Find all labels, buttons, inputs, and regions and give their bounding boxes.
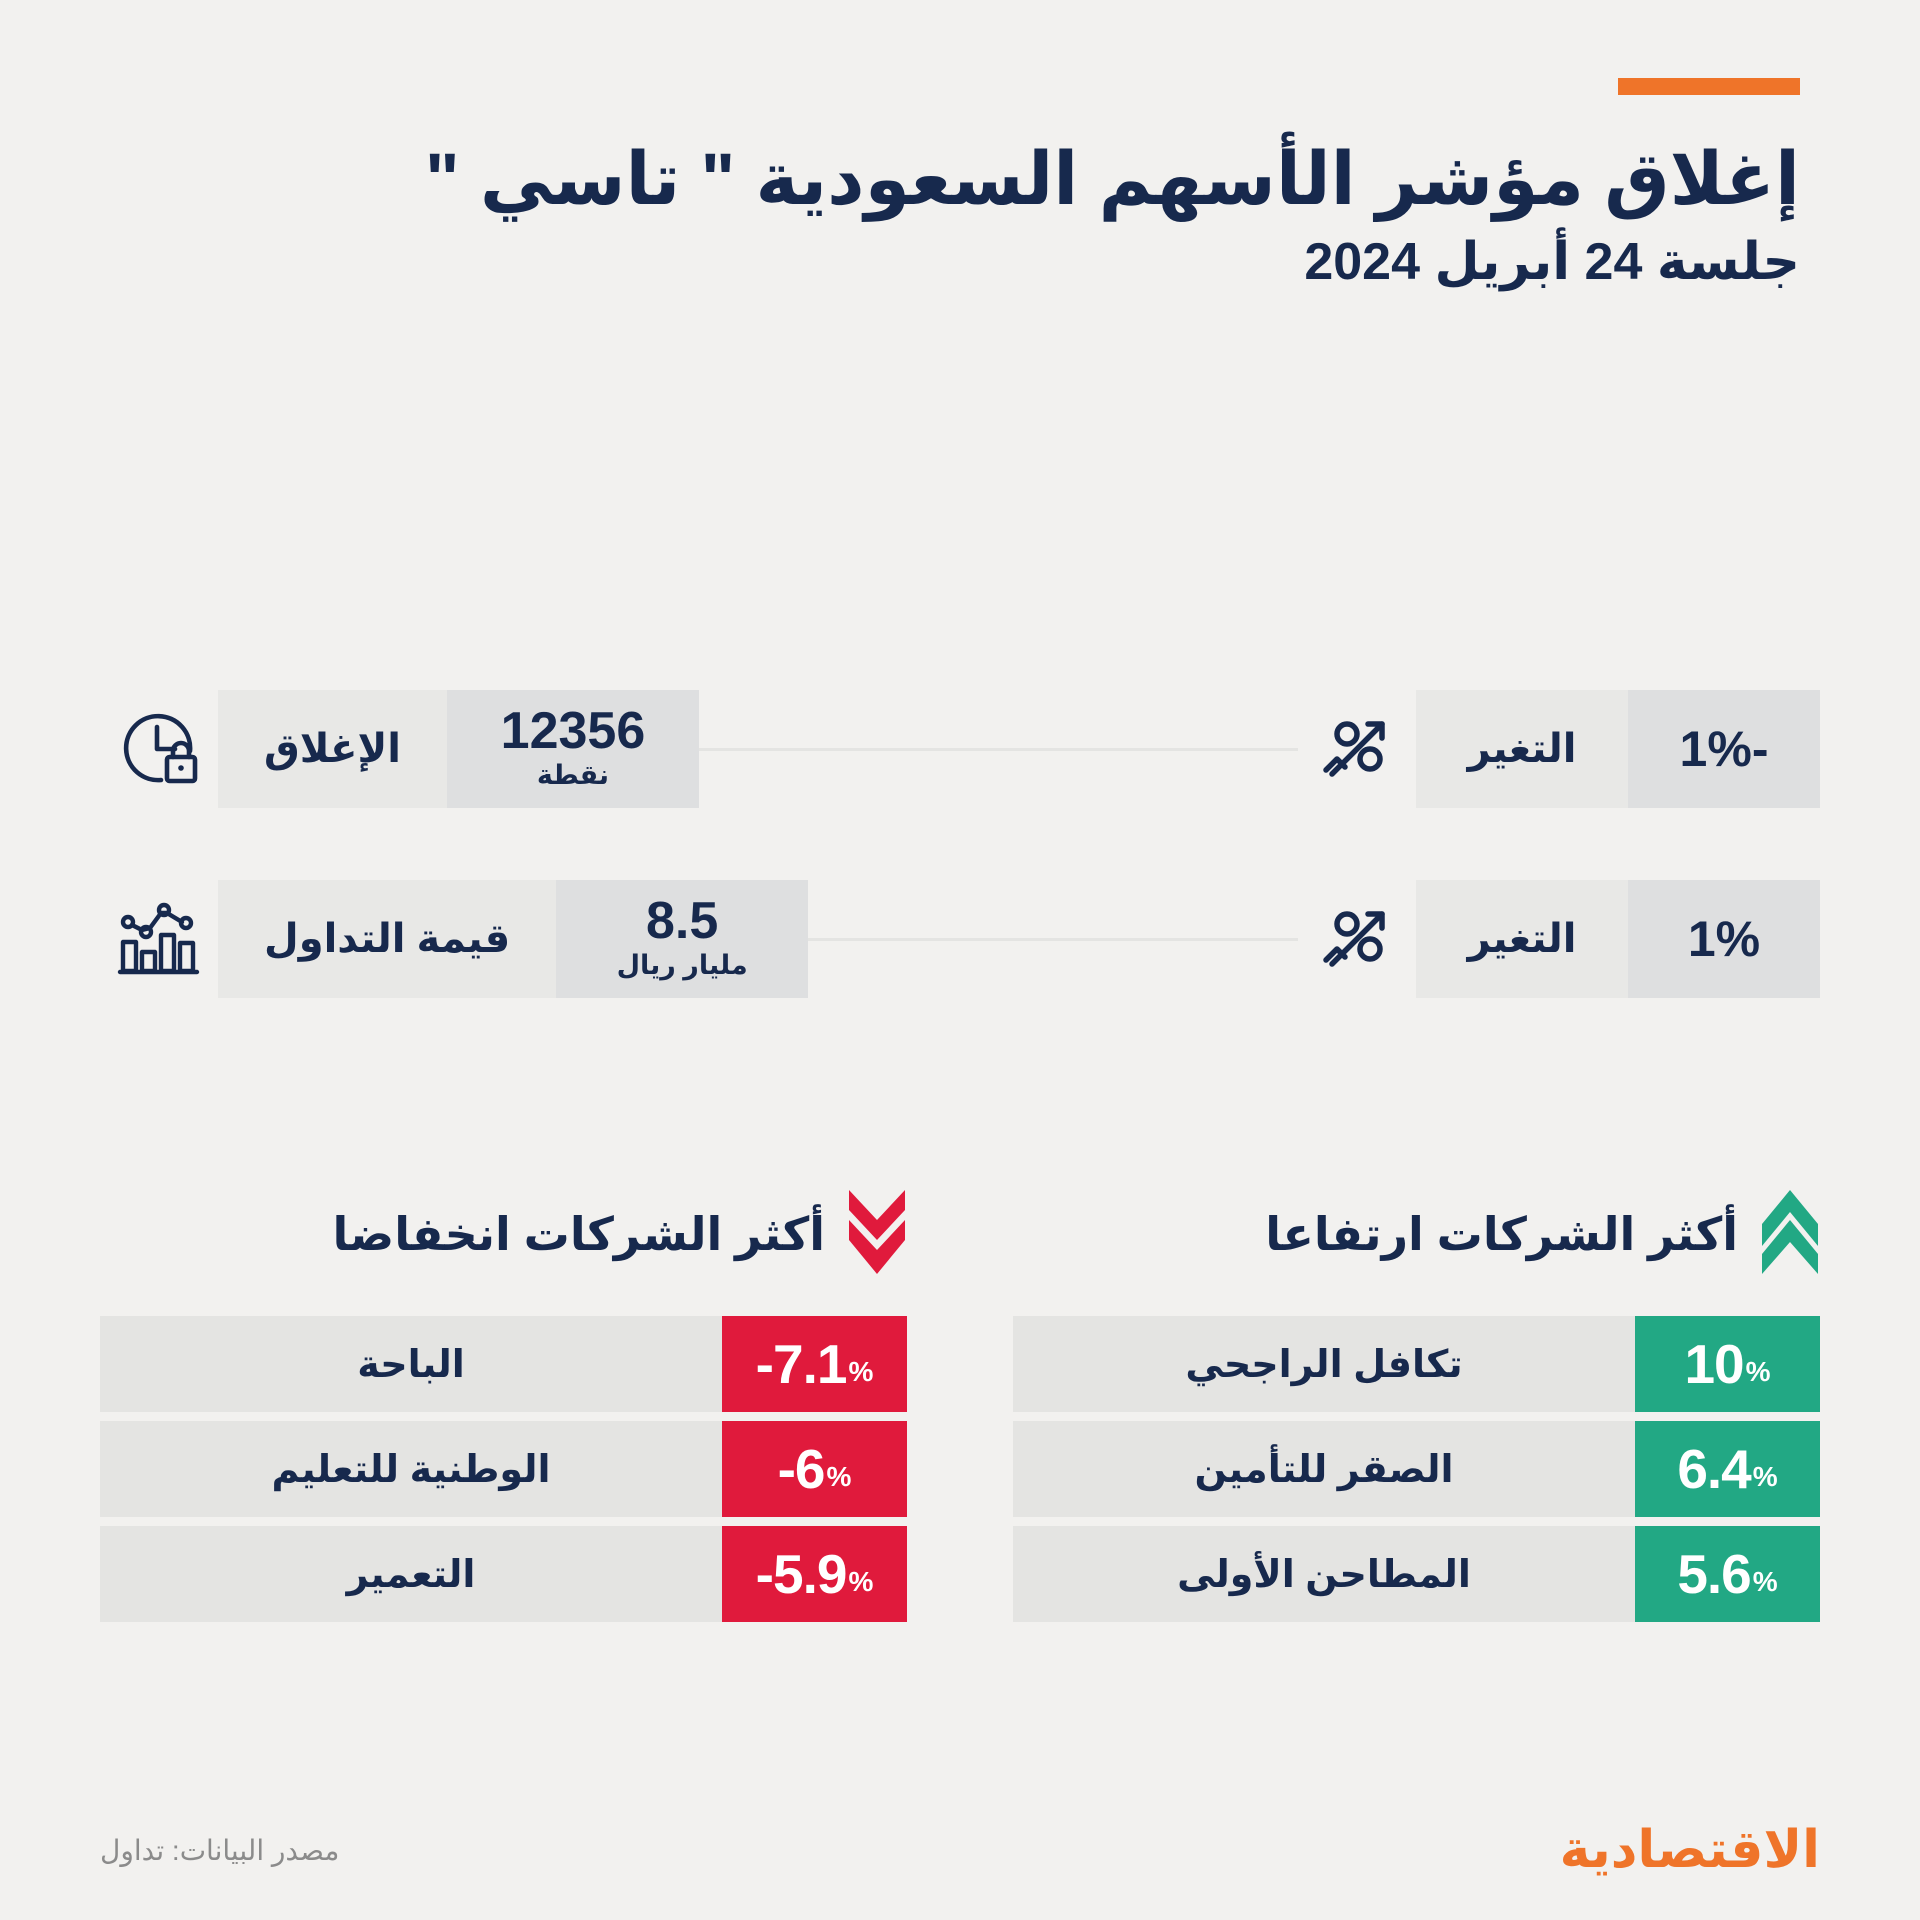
turnover-change-value: 1% <box>1628 880 1820 998</box>
page-title: إغلاق مؤشر الأسهم السعودية " تاسي " <box>424 139 1801 220</box>
stat-connector-line <box>698 690 1298 808</box>
page-subtitle: جلسة 24 أبريل 2024 <box>1304 233 1800 292</box>
percent-sign: % <box>1752 1566 1778 1597</box>
loser-name-2: التعمير <box>100 1526 722 1622</box>
gainer-pct-2: % 5.6 <box>1635 1526 1820 1622</box>
table-row[interactable]: % 6- الوطنية للتعليم <box>100 1421 907 1517</box>
losers-column: أكثر الشركات انخفاضا % 7.1- الباحة % 6- … <box>100 1180 907 1631</box>
loser-name-0: الباحة <box>100 1316 722 1412</box>
turnover-label: قيمة التداول <box>218 880 557 998</box>
turnover-value: 8.5 <box>646 892 719 951</box>
percent-sign: % <box>826 1461 852 1492</box>
gainers-list: % 10 تكافل الراجحي % 6.4 الصقر للتأمين %… <box>1013 1316 1820 1622</box>
table-row[interactable]: % 6.4 الصقر للتأمين <box>1013 1421 1820 1517</box>
stat-connector-line <box>808 880 1298 998</box>
table-row[interactable]: % 5.9- التعمير <box>100 1526 907 1622</box>
loser-pct-0: % 7.1- <box>722 1316 907 1412</box>
percent-value: 10 <box>1684 1333 1744 1395</box>
gainer-pct-0: % 10 <box>1635 1316 1820 1412</box>
percent-value: 5.6 <box>1677 1543 1751 1605</box>
movers-section: أكثر الشركات ارتفاعا % 10 تكافل الراجحي … <box>0 1180 1920 1631</box>
gainers-column: أكثر الشركات ارتفاعا % 10 تكافل الراجحي … <box>1013 1180 1820 1631</box>
table-row[interactable]: % 7.1- الباحة <box>100 1316 907 1412</box>
gainer-name-2: المطاحن الأولى <box>1013 1526 1635 1622</box>
loser-pct-1: % 6- <box>722 1421 907 1517</box>
turnover-unit: مليار ريال <box>616 950 748 981</box>
turnover-change-label: التغير <box>1416 880 1628 998</box>
percent-value: 6.4 <box>1677 1438 1751 1500</box>
bar-chart-line-icon <box>100 880 218 998</box>
gainer-pct-1: % 6.4 <box>1635 1421 1820 1517</box>
closing-unit: نقطة <box>536 760 610 791</box>
double-chevron-down-icon <box>847 1188 907 1281</box>
percent-value: 7.1- <box>755 1333 848 1395</box>
percent-value: 6- <box>777 1438 826 1500</box>
clock-lock-icon <box>100 690 218 808</box>
loser-name-1: الوطنية للتعليم <box>100 1421 722 1517</box>
closing-label: الإغلاق <box>218 690 447 808</box>
percent-sign: % <box>1745 1356 1771 1387</box>
percent-value: 5.9- <box>755 1543 848 1605</box>
double-chevron-up-icon <box>1760 1188 1820 1281</box>
percent-sign: % <box>848 1356 874 1387</box>
brand-logo: الاقتصادية <box>1559 1821 1821 1879</box>
losers-list: % 7.1- الباحة % 6- الوطنية للتعليم % 5.9… <box>100 1316 907 1622</box>
closing-change-value: -1% <box>1628 690 1820 808</box>
gainers-header: أكثر الشركات ارتفاعا <box>1013 1180 1820 1288</box>
gainer-name-0: تكافل الراجحي <box>1013 1316 1635 1412</box>
table-row[interactable]: % 5.6 المطاحن الأولى <box>1013 1526 1820 1622</box>
gainers-title: أكثر الشركات ارتفاعا <box>1265 1208 1738 1260</box>
losers-title: أكثر الشركات انخفاضا <box>332 1208 825 1260</box>
closing-value: 12356 <box>500 702 646 761</box>
closing-value-block: 12356 نقطة <box>446 690 699 808</box>
closing-change-label: التغير <box>1416 690 1628 808</box>
data-source: مصدر البيانات: تداول <box>100 1834 340 1866</box>
accent-bar <box>1618 78 1800 95</box>
gainer-name-1: الصقر للتأمين <box>1013 1421 1635 1517</box>
page-footer: الاقتصادية مصدر البيانات: تداول <box>0 1780 1920 1920</box>
percent-sign: % <box>1752 1461 1778 1492</box>
turnover-value-block: 8.5 مليار ريال <box>556 880 809 998</box>
stat-row-turnover: 1% التغير 8.5 مليار ريال قيمة التداول <box>0 880 1920 998</box>
percent-trend-icon <box>1298 690 1416 808</box>
page-header: إغلاق مؤشر الأسهم السعودية " تاسي " جلسة… <box>0 0 1920 294</box>
losers-header: أكثر الشركات انخفاضا <box>100 1180 907 1288</box>
loser-pct-2: % 5.9- <box>722 1526 907 1622</box>
percent-trend-icon <box>1298 880 1416 998</box>
stat-row-closing: -1% التغير 12356 نقطة الإغلاق <box>0 690 1920 808</box>
percent-sign: % <box>848 1566 874 1597</box>
table-row[interactable]: % 10 تكافل الراجحي <box>1013 1316 1820 1412</box>
